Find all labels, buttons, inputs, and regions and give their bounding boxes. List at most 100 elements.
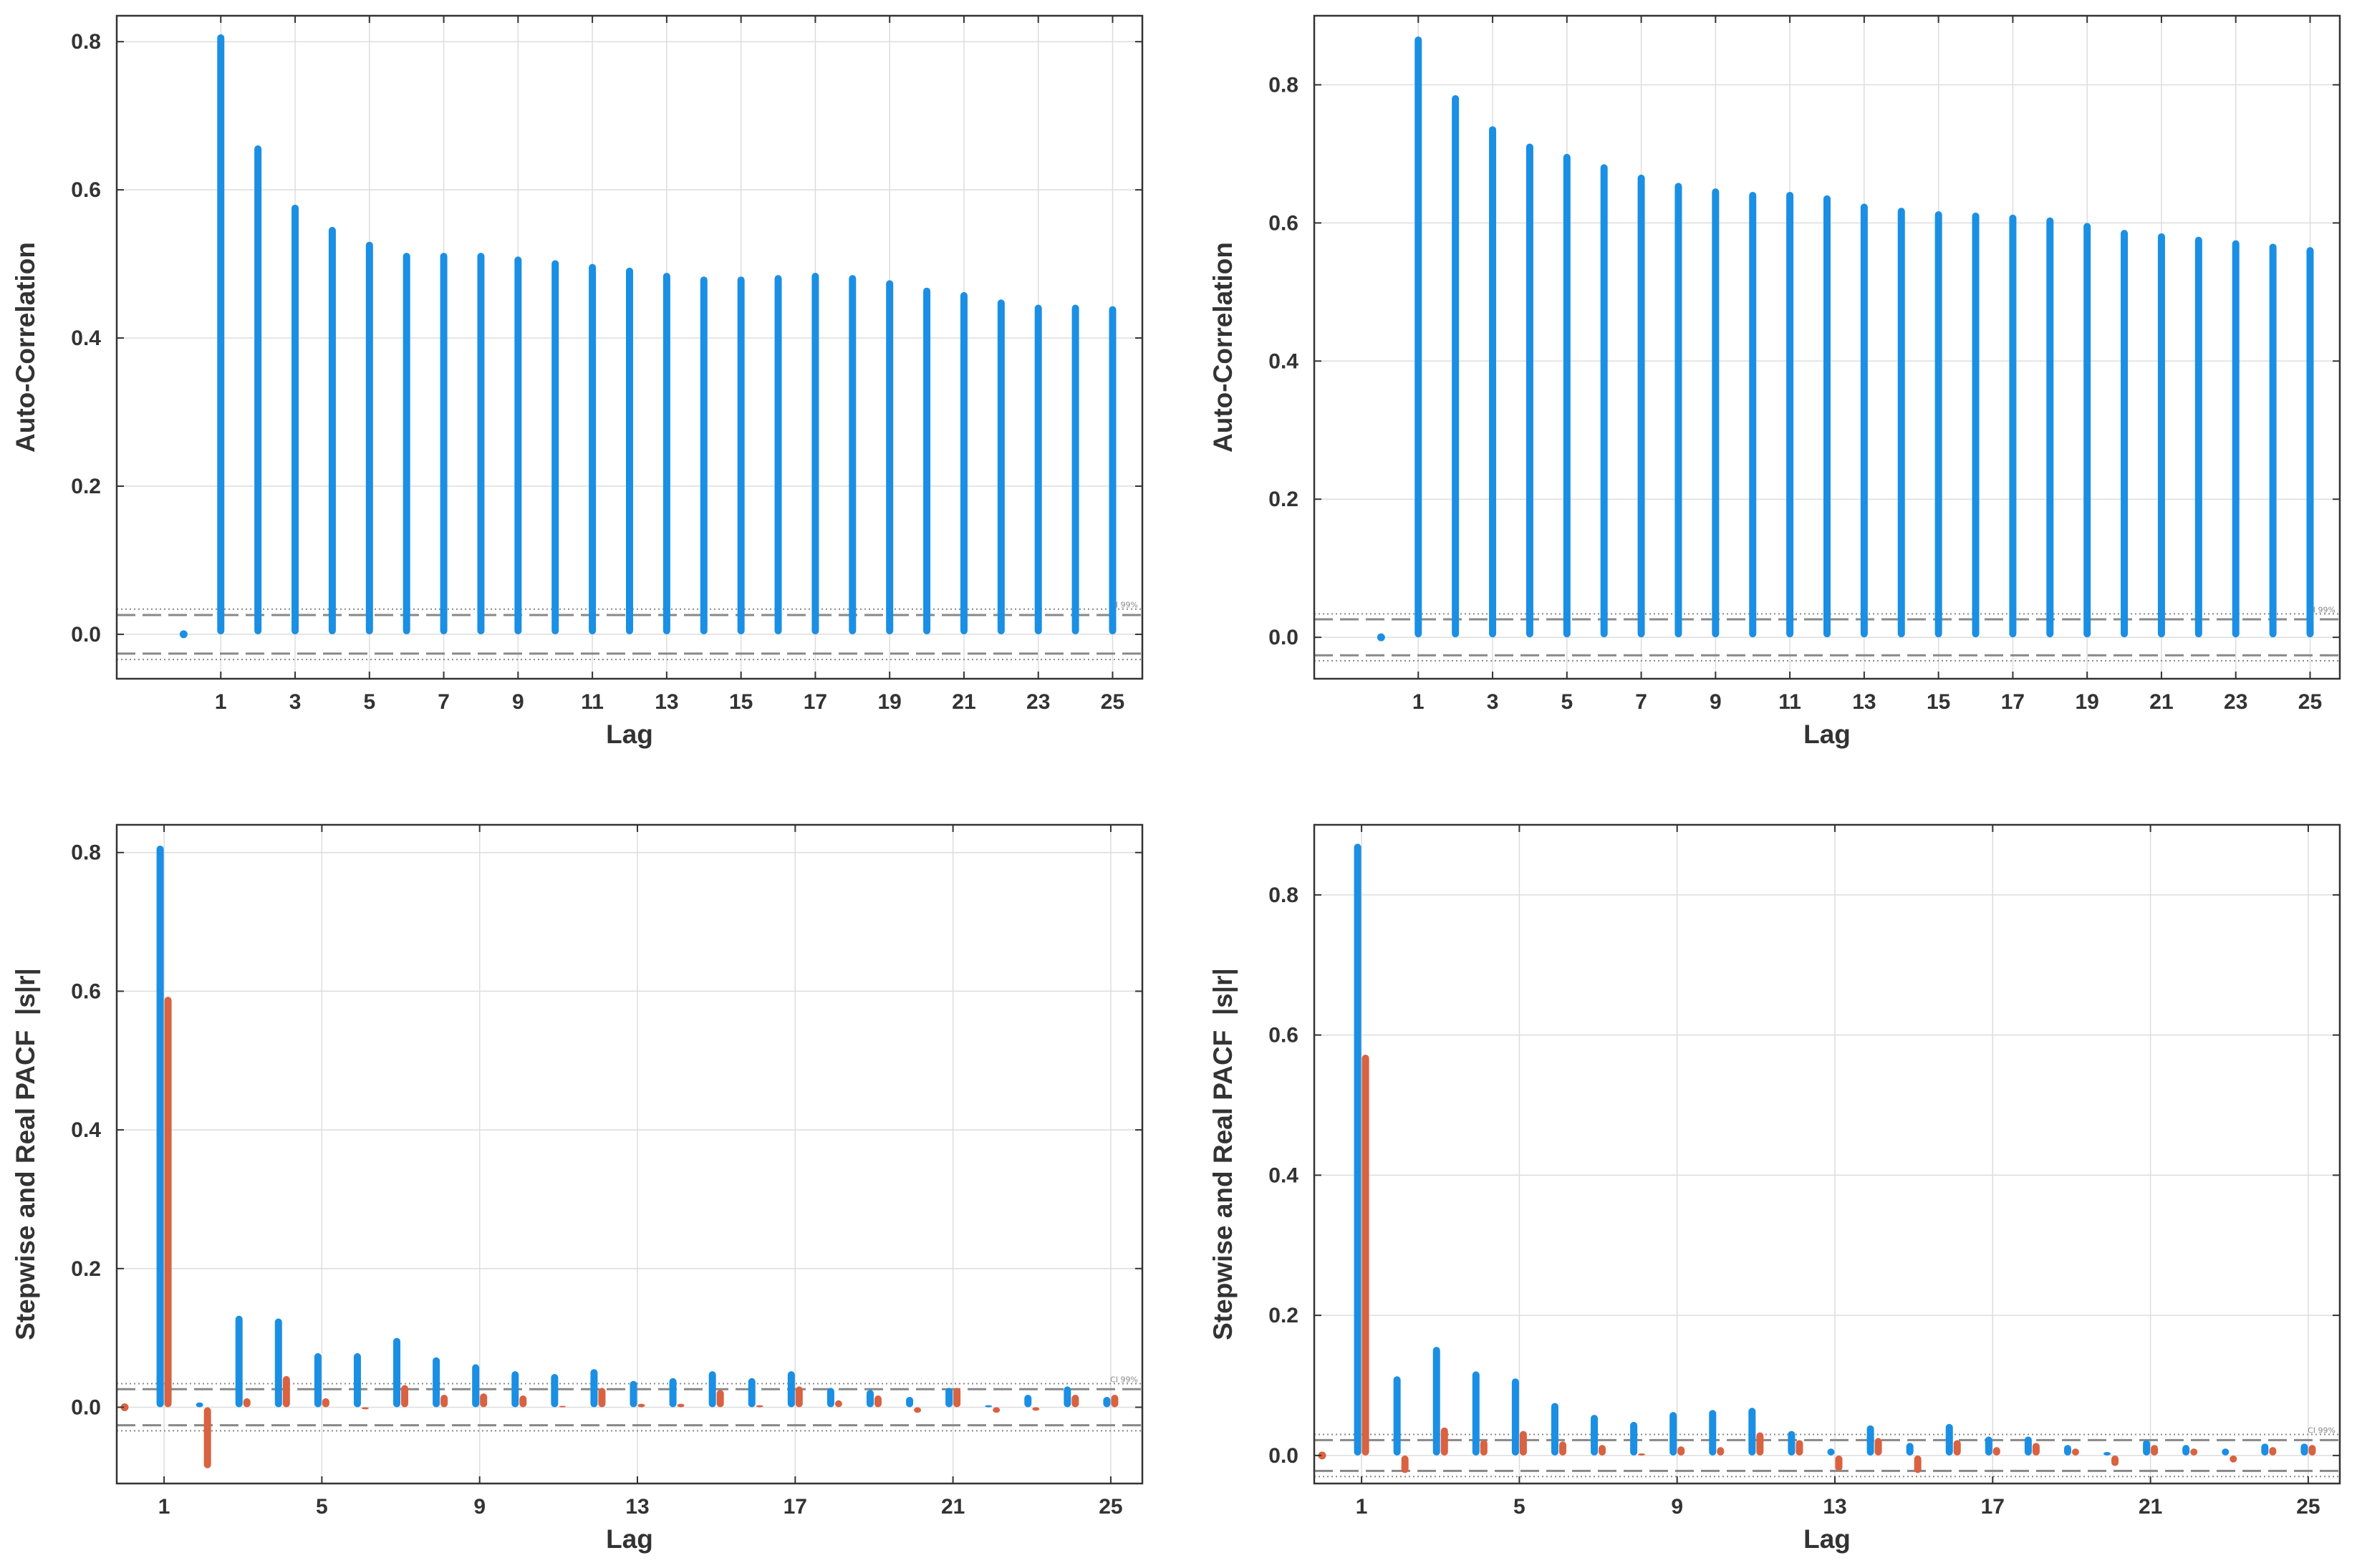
real-stem-lag-1 <box>164 997 172 1408</box>
stepwise-stem-lag-9 <box>1669 1412 1677 1456</box>
plot-frame <box>115 823 1144 1485</box>
x-tick-label: 5 <box>1561 690 1573 714</box>
lag-zero-dot <box>179 630 188 639</box>
plot-frame <box>115 14 1144 680</box>
stepwise-stem-lag-10 <box>551 260 559 634</box>
x-tick-label: 13 <box>1852 690 1876 714</box>
y-tick-label: 0.2 <box>1268 488 1298 511</box>
stepwise-stem-lag-12 <box>1788 1431 1796 1456</box>
stepwise-stem-lag-19 <box>866 1390 874 1408</box>
y-tick-label: 0.8 <box>71 30 101 54</box>
stepwise-stem-lag-24 <box>1064 1386 1071 1408</box>
stepwise-stem-lag-5 <box>314 1352 322 1408</box>
real-stem-lag-24 <box>2269 1447 2277 1456</box>
plot-frame <box>1313 823 2341 1485</box>
stepwise-stem-lag-18 <box>826 1388 834 1408</box>
acf-panel-top-right: CI 99%1 3 5 7 9 11 13 15 17 19 21 23 250.00.20.40.60… <box>1208 14 2341 749</box>
x-tick-label: 25 <box>1101 690 1124 714</box>
real-stem-lag-2 <box>203 1407 211 1468</box>
stepwise-stem-lag-25 <box>2300 1443 2308 1456</box>
real-stem-lag-18 <box>2032 1443 2040 1456</box>
real-stem-lag-10 <box>519 1395 527 1408</box>
lag-zero-dot <box>1318 1451 1326 1460</box>
stepwise-stem-lag-23 <box>1024 1395 1032 1408</box>
y-tick-label: 0.6 <box>1268 211 1298 235</box>
x-tick-label: 3 <box>1487 690 1499 714</box>
real-stem-lag-18 <box>834 1400 842 1408</box>
x-tick-label: 13 <box>625 1495 649 1519</box>
x-tick-label: 9 <box>1671 1495 1683 1519</box>
stepwise-stem-lag-7 <box>393 1337 401 1408</box>
stepwise-stem-lag-1 <box>1354 843 1361 1456</box>
real-stem-lag-19 <box>2071 1448 2079 1456</box>
stepwise-stem-lag-14 <box>1866 1425 1874 1456</box>
stepwise-stem-lag-15 <box>708 1371 716 1408</box>
stepwise-stem-lag-5 <box>1563 153 1571 638</box>
real-stem-lag-17 <box>795 1386 803 1408</box>
ci-label: CI 99% <box>2308 605 2336 614</box>
stepwise-stem-lag-25 <box>1103 1396 1111 1408</box>
stepwise-stem-lag-21 <box>945 1388 953 1408</box>
real-stem-lag-1 <box>1361 1055 1369 1456</box>
real-stem-lag-13 <box>1835 1455 1843 1471</box>
stepwise-stem-lag-13 <box>630 1380 637 1408</box>
x-axis-label: Lag <box>1803 720 1851 749</box>
stepwise-stem-lag-7 <box>1637 174 1645 638</box>
stepwise-stem-lag-6 <box>353 1352 361 1408</box>
x-tick-label: 9 <box>473 1495 486 1519</box>
x-tick-label: 5 <box>1513 1495 1525 1519</box>
stepwise-stem-lag-1 <box>217 34 225 634</box>
x-tick-label: 15 <box>729 690 753 714</box>
stepwise-stem-lag-14 <box>1897 208 1905 638</box>
y-tick-label: 0.6 <box>71 979 101 1003</box>
stepwise-stem-lag-5 <box>1511 1378 1519 1456</box>
x-tick-label: 3 <box>289 690 302 714</box>
stepwise-stem-lag-13 <box>662 273 670 634</box>
stepwise-stem-lag-15 <box>1934 210 1942 638</box>
real-stem-lag-9 <box>480 1393 488 1408</box>
stepwise-stem-lag-20 <box>906 1396 914 1408</box>
stepwise-stem-lag-12 <box>590 1369 598 1408</box>
real-stem-lag-20 <box>2111 1455 2119 1466</box>
stepwise-stem-lag-10 <box>511 1371 519 1408</box>
stepwise-stem-lag-3 <box>1432 1347 1440 1456</box>
stepwise-stem-lag-6 <box>403 253 410 634</box>
real-stem-lag-9 <box>1677 1446 1685 1456</box>
stepwise-stem-lag-17 <box>787 1371 795 1408</box>
real-stem-lag-8 <box>440 1395 448 1408</box>
x-tick-label: 25 <box>1099 1495 1122 1519</box>
y-tick-label: 0.0 <box>71 623 101 647</box>
stepwise-stem-lag-6 <box>1600 164 1608 638</box>
stepwise-stem-lag-4 <box>1472 1371 1480 1456</box>
real-stem-lag-5 <box>322 1398 329 1408</box>
x-tick-label: 5 <box>363 690 375 714</box>
real-stem-lag-15 <box>1914 1455 1922 1473</box>
stepwise-stem-lag-20 <box>2103 1451 2111 1456</box>
x-tick-label: 23 <box>2224 690 2247 714</box>
ci-label: CI 99% <box>2308 1426 2336 1435</box>
y-tick-label: 0.4 <box>71 326 101 350</box>
ci-label: CI 99% <box>1110 601 1138 610</box>
x-tick-label: 23 <box>1026 690 1050 714</box>
real-stem-lag-3 <box>1440 1427 1448 1456</box>
x-tick-label: 11 <box>581 690 604 714</box>
stepwise-stem-lag-18 <box>2046 217 2054 638</box>
y-tick-label: 0.0 <box>1268 626 1298 649</box>
x-tick-label: 17 <box>804 690 827 714</box>
stepwise-stem-lag-3 <box>291 204 299 634</box>
stepwise-stem-lag-18 <box>2024 1436 2032 1456</box>
stepwise-stem-lag-4 <box>328 226 336 634</box>
stepwise-stem-lag-22 <box>2194 236 2202 638</box>
real-stem-lag-23 <box>1032 1407 1040 1411</box>
x-tick-label: 9 <box>512 690 524 714</box>
real-stem-lag-20 <box>914 1407 922 1413</box>
stepwise-stem-lag-3 <box>235 1315 243 1408</box>
real-stem-lag-25 <box>2308 1445 2316 1456</box>
stepwise-stem-lag-2 <box>1452 95 1460 638</box>
y-tick-label: 0.8 <box>1268 73 1298 97</box>
x-tick-label: 25 <box>2296 1495 2320 1519</box>
lag-zero-dot <box>120 1403 129 1411</box>
stepwise-stem-lag-24 <box>2261 1443 2269 1456</box>
real-stem-lag-12 <box>598 1388 606 1408</box>
